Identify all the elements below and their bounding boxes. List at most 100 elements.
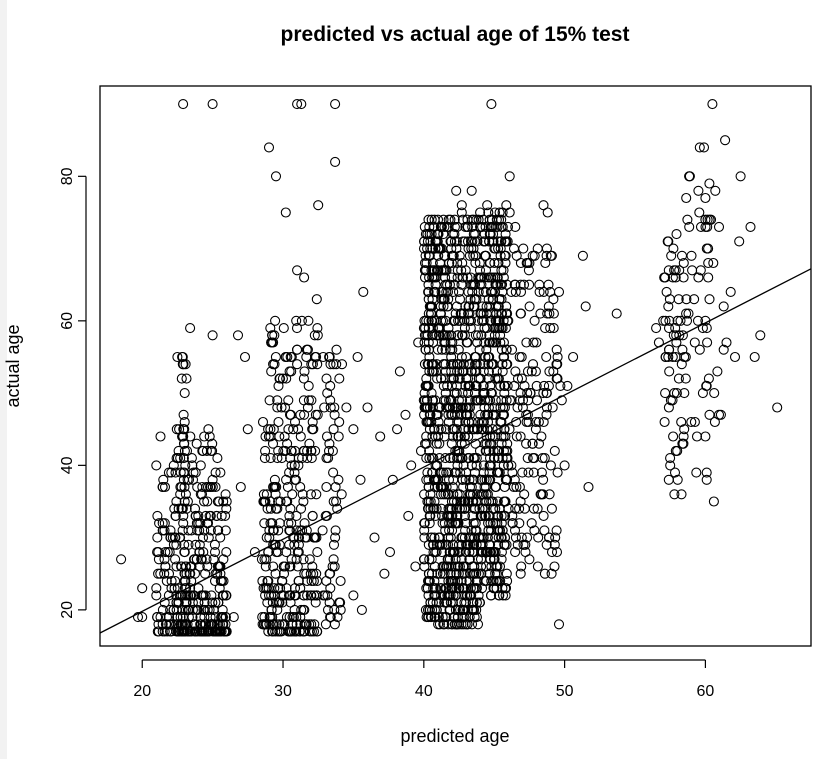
data-point <box>474 344 485 355</box>
data-point <box>187 612 198 623</box>
data-point <box>293 424 304 435</box>
data-point <box>678 438 689 449</box>
data-point <box>427 243 438 254</box>
data-point <box>178 626 189 637</box>
data-point <box>431 539 442 550</box>
data-point <box>384 547 396 558</box>
data-point <box>541 243 552 254</box>
data-point <box>471 525 482 536</box>
data-point <box>179 416 190 428</box>
data-point <box>703 272 714 283</box>
data-point <box>500 583 512 594</box>
data-point <box>486 388 497 399</box>
fit-line <box>99 268 812 634</box>
data-point <box>491 568 502 579</box>
data-point <box>499 532 511 543</box>
data-point <box>306 626 317 637</box>
data-point <box>166 583 177 594</box>
data-point <box>448 359 459 370</box>
data-point <box>257 575 268 587</box>
data-point <box>443 619 454 630</box>
data-point <box>530 366 541 377</box>
data-point <box>516 373 527 384</box>
data-point <box>499 388 510 399</box>
data-point <box>497 409 508 420</box>
data-point <box>431 604 442 615</box>
data-point <box>296 315 307 326</box>
data-point <box>455 467 466 478</box>
data-point <box>687 265 698 276</box>
data-point <box>460 416 471 428</box>
data-point <box>177 503 188 514</box>
data-point <box>177 351 188 363</box>
data-point <box>270 315 281 326</box>
data-point <box>490 315 501 326</box>
data-point <box>210 597 221 608</box>
data-point <box>292 359 303 370</box>
data-point <box>263 626 274 637</box>
data-point <box>271 547 282 558</box>
data-point <box>228 612 239 623</box>
data-point <box>454 250 465 261</box>
data-point <box>440 250 451 261</box>
data-point <box>356 604 367 615</box>
data-point <box>446 257 457 269</box>
data-point <box>529 315 540 326</box>
data-point <box>453 416 464 428</box>
data-point <box>173 445 184 456</box>
data-point <box>430 612 441 623</box>
data-point <box>439 568 450 579</box>
data-point <box>539 525 550 536</box>
data-point <box>478 308 489 319</box>
data-point <box>424 453 435 464</box>
data-point <box>681 192 692 204</box>
data-point <box>463 359 475 370</box>
data-point <box>441 467 452 478</box>
data-point <box>444 525 455 536</box>
x-tick-label: 50 <box>556 683 574 700</box>
data-point <box>494 207 505 218</box>
data-point <box>273 416 284 428</box>
data-point <box>464 568 476 579</box>
data-point <box>445 510 456 521</box>
data-point <box>464 380 476 391</box>
data-point <box>400 409 411 420</box>
data-point <box>335 604 346 615</box>
data-point <box>330 156 341 167</box>
data-point <box>289 539 300 550</box>
data-point <box>304 554 315 565</box>
data-point <box>446 380 457 391</box>
data-point <box>546 250 557 261</box>
data-point <box>496 265 507 276</box>
data-point <box>477 547 488 558</box>
data-point <box>446 366 457 377</box>
data-point <box>514 351 525 363</box>
data-point <box>669 388 680 399</box>
data-point <box>452 221 463 232</box>
data-point <box>429 315 440 326</box>
data-point <box>215 532 226 543</box>
data-point <box>204 510 215 521</box>
data-point <box>660 315 671 326</box>
data-point <box>459 532 470 543</box>
data-point <box>179 547 190 558</box>
data-point <box>713 221 725 232</box>
data-point <box>438 489 449 500</box>
data-point <box>177 431 188 442</box>
data-point <box>506 395 517 406</box>
y-tick-label: 20 <box>59 601 76 619</box>
data-point <box>515 431 526 442</box>
data-point <box>425 236 436 247</box>
data-point <box>267 626 278 637</box>
data-point <box>478 380 489 391</box>
data-point <box>264 395 275 406</box>
data-point <box>548 294 559 305</box>
data-point <box>438 301 449 312</box>
data-point <box>157 481 168 493</box>
data-point <box>304 438 315 449</box>
data-point <box>470 359 481 370</box>
data-point <box>458 604 470 615</box>
data-point <box>434 402 445 413</box>
data-point <box>482 489 493 500</box>
data-point <box>427 431 438 442</box>
